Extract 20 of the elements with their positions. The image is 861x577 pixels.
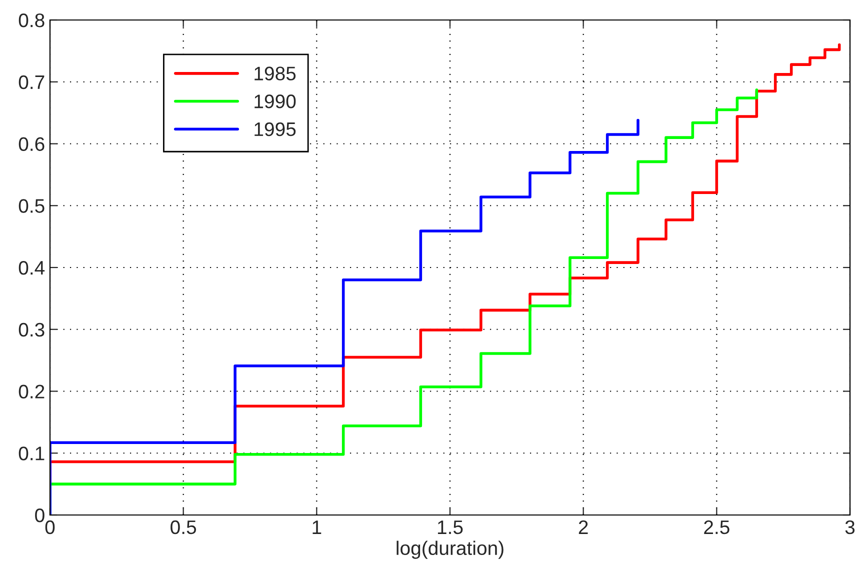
x-tick-label: 3 bbox=[845, 520, 855, 534]
legend-label: 1985 bbox=[254, 66, 296, 80]
x-tick-label: 2 bbox=[578, 520, 588, 534]
x-axis-title: log(duration) bbox=[396, 540, 504, 559]
x-tick-label: 1.5 bbox=[438, 520, 463, 534]
y-tick-label: 0.2 bbox=[18, 384, 44, 398]
y-tick-label: 0.4 bbox=[18, 260, 45, 275]
y-tick-label: 0.8 bbox=[18, 13, 44, 28]
y-tick-label: 0.5 bbox=[18, 199, 44, 213]
x-tick-label: 1 bbox=[312, 520, 322, 534]
y-tick-label: 0.1 bbox=[18, 446, 44, 460]
legend-label: 1995 bbox=[254, 122, 296, 136]
y-tick-label: 0.3 bbox=[18, 322, 44, 337]
y-tick-label: 0.6 bbox=[18, 137, 44, 151]
x-tick-label: 0 bbox=[45, 520, 55, 534]
y-tick-label: 0 bbox=[35, 508, 44, 522]
y-tick-label: 0.7 bbox=[18, 75, 44, 90]
x-tick-label: 0.5 bbox=[170, 520, 196, 534]
x-tick-label: 2.5 bbox=[704, 520, 730, 534]
legend-label: 1990 bbox=[254, 94, 296, 108]
